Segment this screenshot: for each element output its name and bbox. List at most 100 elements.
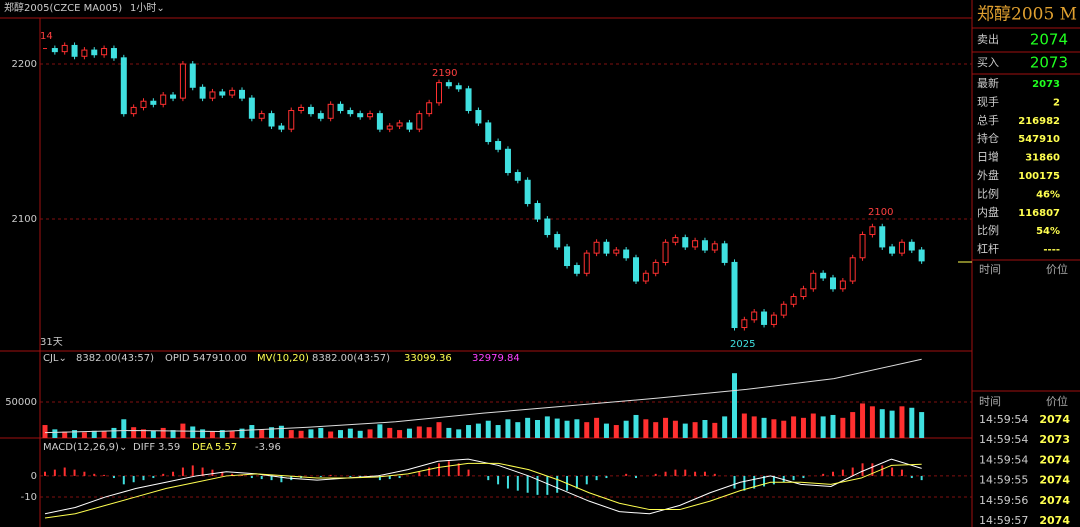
volume-bar [594, 417, 600, 438]
volume-bar [564, 420, 570, 438]
volume-bar [269, 427, 275, 438]
candle [455, 85, 462, 90]
stats-table: 最新 2073 现手 2 总手 216982 持仓 547910 日增 31860 外盘 100175… [977, 76, 1060, 256]
quote-title: 郑醇2005 M [977, 5, 1077, 25]
stat-value: 2073 [1032, 79, 1060, 90]
candle [268, 113, 275, 127]
volume-bar [722, 416, 728, 438]
volume-bar [367, 429, 373, 438]
candle [150, 100, 157, 105]
candle [307, 106, 314, 115]
trade-time: 14:59:57 [979, 514, 1028, 527]
candle [376, 113, 383, 130]
stat-value: 2 [1053, 97, 1060, 108]
volume-bar [200, 429, 206, 438]
candle [396, 122, 403, 127]
volume-bar [800, 417, 806, 438]
volume-bar [259, 429, 265, 438]
candle [682, 237, 689, 248]
candle [436, 82, 442, 104]
trade-price: 2074 [1039, 474, 1070, 487]
volume-bar [810, 413, 816, 438]
volume-bar [653, 422, 659, 438]
trade-price: 2074 [1039, 413, 1070, 426]
volume-bar [308, 429, 314, 438]
stat-value: 100175 [1018, 171, 1060, 182]
price-annotation: 2100 [868, 207, 893, 218]
candle [879, 226, 886, 248]
candle [258, 113, 265, 119]
candle [239, 89, 245, 99]
volume-bar [889, 410, 895, 438]
volume-bar [406, 428, 412, 438]
candle [613, 249, 620, 254]
volume-bar [347, 428, 353, 438]
candle [859, 234, 866, 259]
volume-bar [869, 406, 875, 438]
candle [101, 48, 108, 56]
volume-bar [584, 422, 590, 438]
volume-bar [692, 422, 698, 438]
candle [337, 103, 344, 112]
candle [524, 179, 531, 205]
candle [347, 110, 354, 115]
candle [504, 148, 511, 174]
candle [416, 113, 423, 130]
volume-bar [52, 429, 58, 438]
column-header: 价位 [1046, 262, 1068, 276]
candle [918, 249, 925, 262]
volume-bar [62, 431, 68, 438]
stat-value: 547910 [1018, 134, 1060, 145]
volume-bar [623, 420, 629, 438]
volume-bar [91, 430, 97, 438]
candle [357, 113, 364, 118]
trade-price: 2073 [1039, 433, 1070, 446]
volume-bar [771, 419, 777, 438]
volume-bar [318, 427, 324, 438]
volume-bar [732, 373, 737, 438]
volume-bar [495, 425, 501, 438]
volume-bar [525, 417, 531, 438]
indicator-value: 32979.84 [472, 353, 520, 364]
volume-bar [298, 430, 304, 438]
candle [790, 296, 797, 305]
stat-label: 比例 [977, 186, 999, 200]
candle [741, 319, 748, 329]
candle [869, 226, 876, 236]
volume-bar [899, 406, 905, 438]
candle [495, 141, 502, 150]
candle [445, 82, 452, 87]
period-selector[interactable]: 1小时⌄ [130, 2, 165, 14]
y-tick-label: 50000 [5, 397, 37, 408]
indicator-name[interactable]: CJL⌄ [43, 353, 67, 364]
volume-bar [278, 425, 284, 438]
indicator-name: DEA [192, 442, 213, 453]
candle [130, 106, 137, 115]
dea-line [44, 462, 922, 519]
candle [475, 110, 482, 124]
candle [298, 106, 305, 112]
ask-price: 2074 [1030, 31, 1068, 49]
volume-bar [781, 420, 787, 438]
candle [652, 261, 659, 274]
trade-time: 14:59:54 [979, 453, 1028, 466]
indicator-value: 33099.36 [404, 353, 452, 364]
price-annotation: 14 [40, 31, 53, 42]
volume-bar [436, 422, 442, 438]
volume-bar [426, 427, 432, 438]
candle [514, 172, 521, 181]
candle [711, 243, 718, 251]
column-header: 时间 [979, 263, 1001, 276]
volume-bar [219, 430, 225, 438]
candle [633, 257, 639, 282]
candle [110, 48, 117, 59]
indicator-name[interactable]: MACD(12,26,9)⌄ [43, 442, 127, 453]
candle [120, 57, 127, 115]
trade-list: 14:59:54 2074 14:59:54 2073 14:59:54 2074 14:5… [979, 413, 1070, 527]
trade-price: 2074 [1039, 453, 1070, 466]
stat-label: 内盘 [977, 205, 999, 219]
volume-bar [712, 422, 718, 438]
symbol-label[interactable]: 郑醇2005(CZCE MA005) [4, 1, 122, 14]
candle [810, 272, 817, 290]
